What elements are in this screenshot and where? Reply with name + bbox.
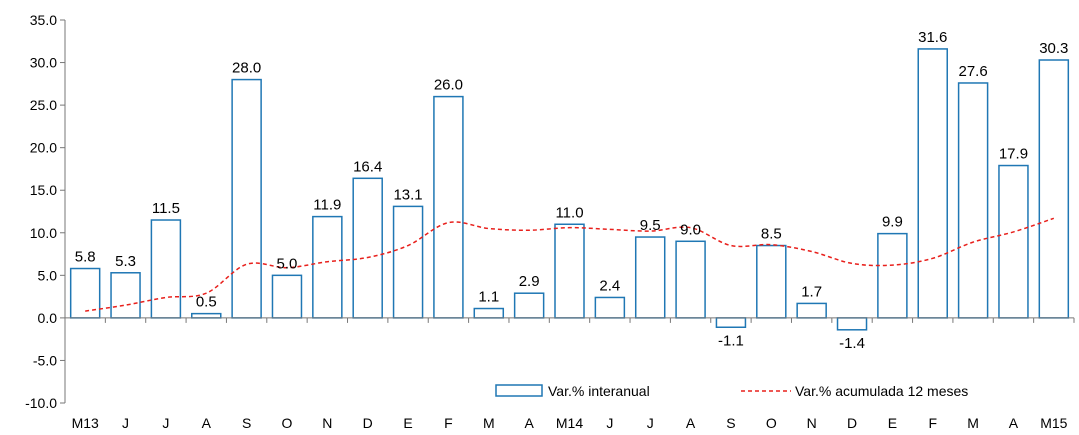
x-tick-label: D [363,415,373,431]
bar [150,219,182,319]
bar [433,95,464,319]
data-label: 31.6 [918,29,947,46]
bar [312,215,343,319]
data-label: 30.3 [1039,40,1068,57]
x-tick-label: M [483,415,495,431]
data-label: 2.9 [519,273,540,290]
data-label: 13.1 [393,186,422,203]
bar [1038,59,1070,319]
data-label: 1.1 [478,289,499,306]
x-tick-label: M15 [1040,415,1067,431]
x-tick-label: J [647,415,654,431]
data-label: 16.4 [353,158,382,175]
x-tick-label: E [888,415,897,431]
bar [271,274,303,319]
data-label: 9.0 [680,221,701,238]
bar [634,236,666,319]
legend-line-label: Var.% acumulada 12 meses [795,383,968,399]
bar [715,317,747,329]
legend-bar-swatch [495,384,543,397]
x-tick-label: A [1009,415,1019,431]
x-tick-label: O [282,415,293,431]
x-tick-label: S [242,415,251,431]
data-label: 9.9 [882,214,903,231]
data-label: 0.5 [196,294,217,311]
y-tick-label: 35.0 [30,12,57,28]
x-tick-label: S [726,415,735,431]
line-series [85,217,1055,312]
bar [513,292,545,319]
data-label: 27.6 [958,63,987,80]
data-label: 2.4 [599,277,620,294]
x-tick-label: J [162,415,169,431]
data-label: 11.9 [313,197,341,214]
data-label: 5.0 [277,255,298,272]
x-tick-label: A [524,415,534,431]
x-tick-label: J [122,415,129,431]
bar [231,78,262,319]
x-tick-label: M14 [556,415,583,431]
data-label: 17.9 [999,146,1028,163]
bar [352,177,383,319]
x-tick-label: A [202,415,212,431]
bar [756,244,787,319]
y-axis: -10.0 -5.0 0.0 5.0 10.0 15.0 20.0 25.0 30.0 35.0 [25,12,66,411]
y-tick-label: 5.0 [38,267,58,283]
bar [877,232,908,319]
y-tick-label: 30.0 [30,55,57,71]
x-axis: M13 J J A S O N D E F M A M14 J J A S O N D E F M A M15 [64,317,1075,431]
x-tick-label: F [928,415,937,431]
x-tick-label: J [606,415,613,431]
x-tick-label: E [403,415,412,431]
bar [796,302,827,319]
x-tick-label: N [807,415,817,431]
bar-series [69,48,1070,331]
accumulated-line [85,217,1055,312]
bar [917,48,948,319]
data-label: -1.4 [839,335,865,352]
legend: Var.% interanual Var.% acumulada 12 mese… [495,383,968,399]
y-tick-label: 25.0 [30,97,57,113]
x-tick-label: A [686,415,696,431]
data-label: 5.3 [115,253,136,270]
y-tick-label: -10.0 [25,395,57,411]
x-tick-label: M13 [72,415,99,431]
bar [836,317,868,331]
data-label: 8.5 [761,226,782,243]
y-tick-label: 20.0 [30,140,57,156]
y-tick-label: 0.0 [38,310,58,326]
data-label: 11.0 [555,204,583,221]
bar [392,205,424,319]
bar [473,307,505,319]
data-labels: 5.8 5.3 11.5 0.5 28.0 5.0 11.9 16.4 13.1 26.0 1.1 2… [75,29,1069,352]
bar [554,223,585,319]
data-label: 26.0 [434,77,463,94]
x-tick-label: D [847,415,857,431]
data-label: 1.7 [801,283,822,300]
y-tick-label: 10.0 [30,225,57,241]
bar [957,82,989,319]
data-label: 5.8 [75,249,96,266]
data-label: 28.0 [232,60,261,77]
x-tick-label: O [766,415,777,431]
data-label: -1.1 [718,332,744,349]
legend-bar-label: Var.% interanual [548,383,650,399]
bar [998,164,1029,319]
y-tick-label: 15.0 [30,182,57,198]
bar [191,312,222,319]
bar [110,272,141,319]
x-tick-label: F [444,415,453,431]
bar [594,296,626,319]
y-tick-label: -5.0 [33,352,57,368]
x-tick-label: N [322,415,332,431]
bar [675,240,706,319]
x-tick-label: M [967,415,979,431]
data-label: 11.5 [152,200,180,217]
data-label: 9.5 [640,217,661,234]
